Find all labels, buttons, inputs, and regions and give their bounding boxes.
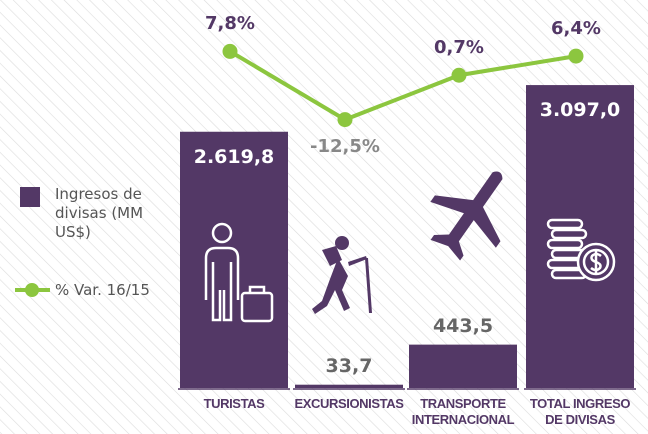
bar: [295, 384, 403, 388]
coins-icon: [546, 218, 616, 282]
bar: [180, 131, 288, 389]
plane-icon: [430, 171, 503, 261]
hiker-icon: [312, 236, 372, 314]
line-value-label: 7,8%: [205, 13, 255, 35]
bar-value-label: 3.097,0: [539, 99, 621, 122]
bar: [526, 85, 634, 389]
tourist-icon: [204, 222, 274, 323]
bar: [409, 344, 517, 388]
legend-line-swatch: [25, 283, 39, 297]
x-tick-label: TOTAL INGRESO DE DIVISAS: [529, 396, 631, 427]
line-point: [568, 48, 584, 64]
line-value-label: -12,5%: [310, 135, 380, 157]
bar-value-label: 443,5: [432, 314, 494, 337]
line-point: [222, 43, 238, 59]
line-point: [451, 67, 467, 83]
legend-bar-swatch: [20, 187, 40, 207]
x-tick-label: TURISTAS: [203, 396, 265, 411]
x-tick-label: EXCURSIONISTAS: [294, 396, 404, 411]
line-point: [337, 112, 353, 128]
line-value-label: 6,4%: [551, 18, 601, 40]
line: [228, 49, 577, 122]
legend-label: % Var. 16/15: [55, 281, 150, 299]
bar-value-label: 2.619,8: [193, 145, 275, 168]
x-tick-label: TRANSPORTE INTERNACIONAL: [411, 396, 515, 427]
bar-value-label: 33,7: [325, 354, 373, 377]
legend-label: Ingresos de divisas (MM US$): [55, 185, 144, 241]
line-value-label: 0,7%: [434, 37, 484, 59]
